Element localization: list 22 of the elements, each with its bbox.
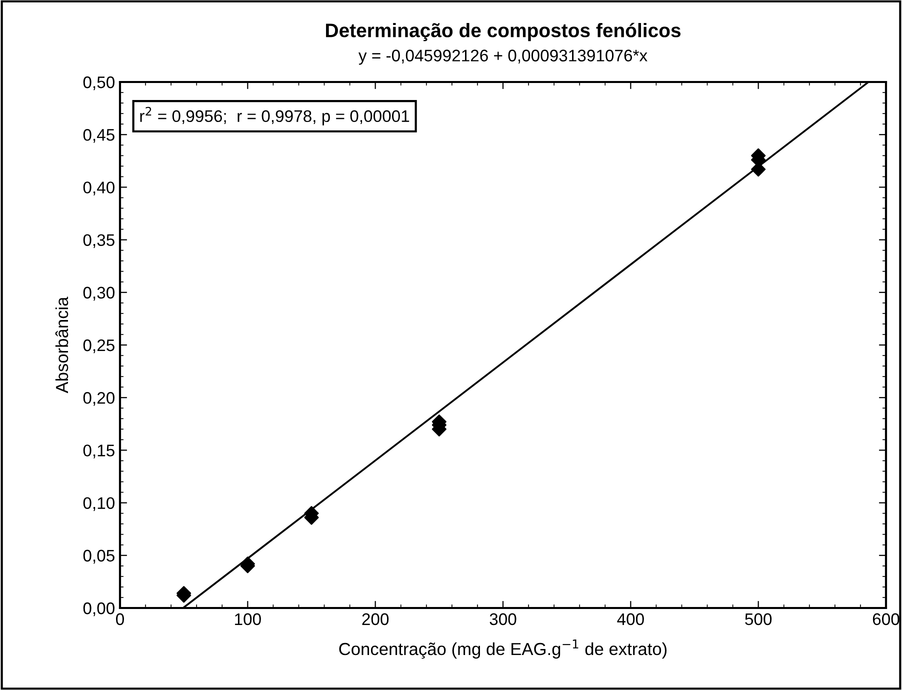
x-axis-title: Concentração (mg de EAG.g$^{−1}$ de extrato): [339, 640, 667, 659]
y-tick-label: 0,25: [83, 339, 114, 354]
y-tick-label: 0,10: [83, 497, 114, 511]
y-axis-title: Absorbância: [55, 296, 68, 394]
y-tick-label: 0,35: [83, 234, 114, 248]
y-tick-label: 0,40: [83, 182, 114, 196]
y-tick-label: 0,50: [83, 76, 114, 90]
x-tick-label: 300: [490, 613, 516, 626]
y-tick-label: 0,05: [83, 550, 114, 564]
x-tick-label: 0: [116, 613, 124, 626]
x-tick-label: 100: [235, 613, 261, 626]
x-tick-label: 500: [745, 613, 772, 626]
x-tick-label: 400: [617, 613, 644, 626]
chart-title: Determinação de compostos fenólicos: [326, 22, 680, 42]
y-tick-label: 0,20: [83, 392, 114, 406]
y-tick-label: 0,15: [83, 444, 114, 458]
chart-subtitle: y = -0,045992126 + 0,000931391076*x: [358, 50, 648, 65]
y-tick-label: 0,00: [83, 602, 114, 616]
annotation: r$^{2}$ = 0,9956; r = 0,9978, p = 0,00001: [140, 106, 410, 126]
y-tick-label: 0,30: [83, 286, 114, 301]
y-tick-label: 0,45: [83, 129, 114, 143]
x-tick-label: 200: [362, 613, 389, 626]
